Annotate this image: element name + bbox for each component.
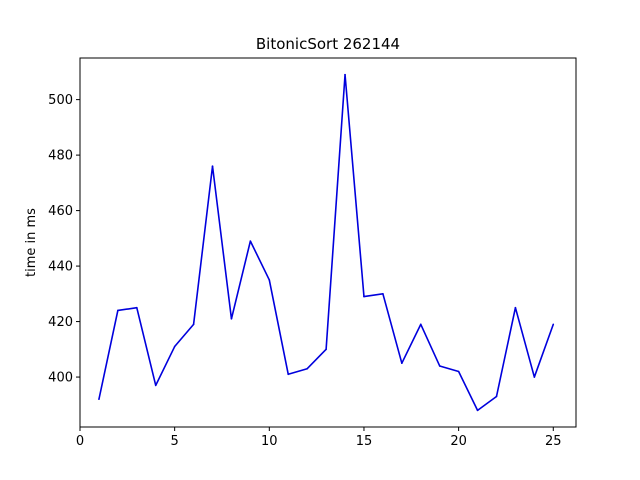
y-tick-label: 480 (48, 149, 73, 164)
data-point (135, 306, 138, 309)
data-point (211, 165, 214, 168)
y-tick-label: 500 (48, 93, 73, 108)
data-point (173, 345, 176, 348)
data-point (117, 309, 119, 312)
data-point (514, 306, 517, 309)
y-tick-label: 440 (48, 260, 73, 275)
data-point (457, 370, 460, 373)
data-point (533, 376, 536, 378)
x-tick-label: 5 (171, 434, 179, 449)
data-point (287, 373, 290, 376)
data-point (154, 384, 157, 387)
y-axis-label: time in ms (24, 208, 39, 277)
y-tick-label: 400 (48, 371, 73, 386)
data-point (552, 323, 555, 326)
y-tick-label: 420 (48, 315, 73, 330)
data-point (344, 73, 346, 76)
data-point (192, 323, 195, 326)
data-point (363, 295, 365, 298)
data-point (268, 279, 271, 281)
data-point (476, 409, 479, 412)
x-tick-label: 25 (545, 434, 562, 449)
data-point (325, 348, 327, 351)
data-point (98, 398, 100, 401)
x-tick-label: 10 (261, 434, 278, 449)
data-point (495, 395, 498, 398)
x-tick-label: 15 (356, 434, 373, 449)
chart-title: BitonicSort 262144 (256, 35, 400, 53)
y-tick-label: 460 (48, 204, 73, 219)
axis-ticks: 0 5 10 15 20 25 400 420 440 460 480 500 (48, 93, 561, 449)
data-point (419, 323, 422, 326)
x-tick-label: 20 (450, 434, 467, 449)
data-point (230, 317, 233, 320)
x-tick-label: 0 (76, 434, 84, 449)
data-point (382, 293, 384, 295)
plot-area-frame (79, 57, 577, 428)
data-point (306, 367, 308, 370)
data-point (401, 362, 403, 364)
data-point (438, 365, 441, 367)
series-group (98, 73, 555, 412)
data-point (249, 240, 252, 242)
